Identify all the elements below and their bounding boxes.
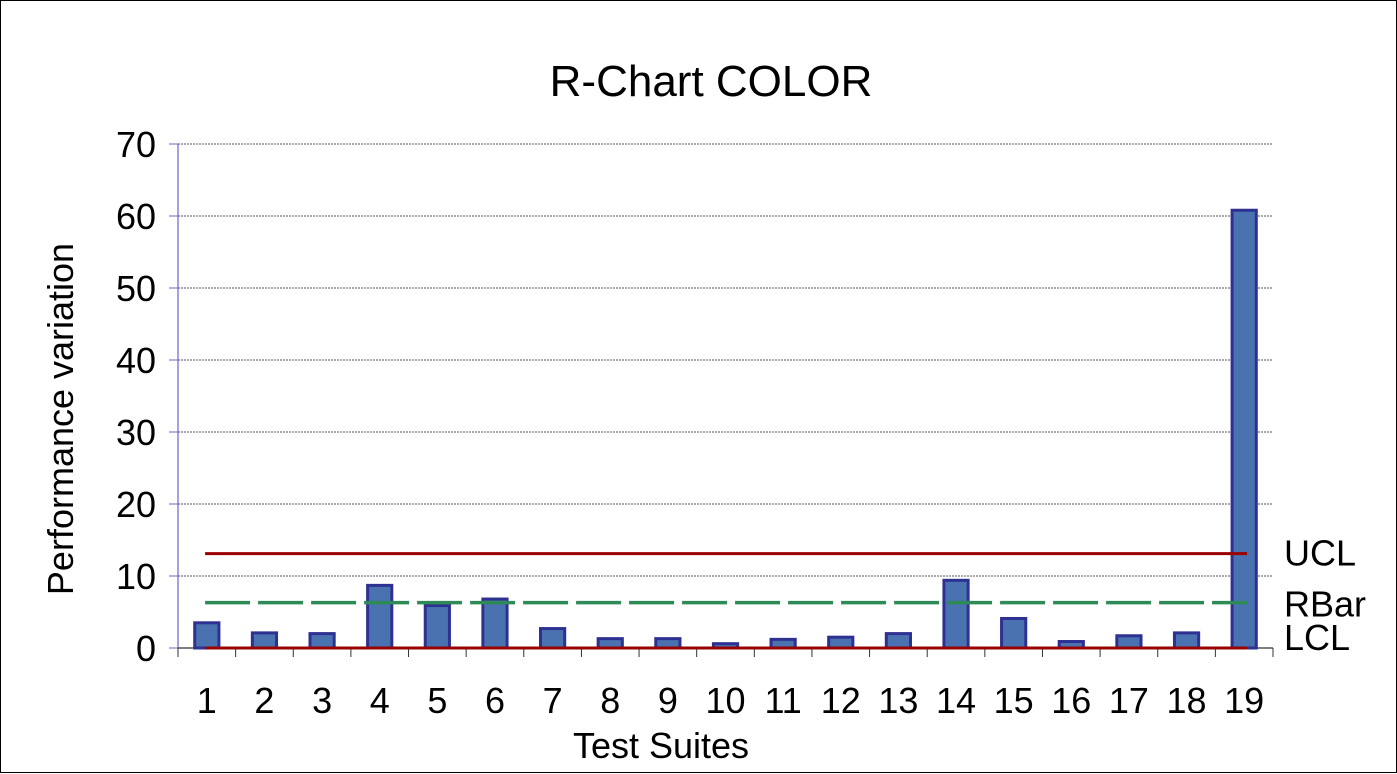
bar-13 [884,632,912,650]
bars [193,208,1258,650]
y-tick-label: 60 [116,196,156,237]
x-tick-label: 3 [312,680,332,721]
y-tick-label: 20 [116,484,156,525]
x-tick-label: 12 [821,680,861,721]
bar-7 [539,627,567,650]
bar-12 [827,635,855,650]
x-tick-label: 2 [254,680,274,721]
x-tick-label: 6 [485,680,505,721]
reference-lines [205,552,1248,650]
x-tick-label: 1 [197,680,217,721]
y-axis-title: Performance variation [40,243,81,595]
x-tick-label: 16 [1051,680,1091,721]
bar-19 [1230,208,1258,650]
bar-1 [193,621,221,650]
y-tick-label: 40 [116,340,156,381]
bar-4 [366,583,394,650]
bar-14 [942,578,970,650]
x-tick-label: 4 [370,680,390,721]
x-tick-label: 15 [994,680,1034,721]
x-tick-label: 5 [427,680,447,721]
ref-label-rbar: RBar [1284,584,1366,625]
x-tick-label: 17 [1109,680,1149,721]
x-tick-label: 14 [936,680,976,721]
x-tick-label: 11 [764,680,801,721]
bar-6 [481,597,509,650]
gridlines [178,143,1273,577]
y-tick-label: 10 [116,556,156,597]
axes [169,143,1274,657]
x-tick-label: 7 [543,680,563,721]
x-tick-label: 9 [658,680,678,721]
y-tick-label: 30 [116,412,156,453]
bar-18 [1172,631,1201,650]
y-tick-label: 70 [116,124,156,165]
x-tick-label: 8 [600,680,620,721]
bar-17 [1115,634,1143,650]
x-tick-label: 19 [1224,680,1264,721]
bar-5 [423,604,451,650]
x-tick-label: 13 [878,680,918,721]
chart-title: R-Chart COLOR [550,57,873,106]
y-tick-label: 50 [116,268,156,309]
bar-3 [308,632,336,650]
bar-15 [1000,616,1028,650]
x-tick-label: 10 [705,680,745,721]
ref-label-ucl: UCL [1284,533,1356,574]
y-tick-label: 0 [136,628,156,669]
x-axis-title: Test Suites [573,725,749,766]
x-tick-label: 18 [1167,680,1207,721]
ref-label-lcl: LCL [1284,617,1350,658]
bar-2 [250,631,279,650]
